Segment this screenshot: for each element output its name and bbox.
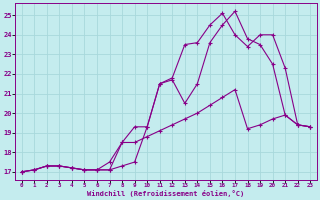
X-axis label: Windchill (Refroidissement éolien,°C): Windchill (Refroidissement éolien,°C) [87, 190, 244, 197]
